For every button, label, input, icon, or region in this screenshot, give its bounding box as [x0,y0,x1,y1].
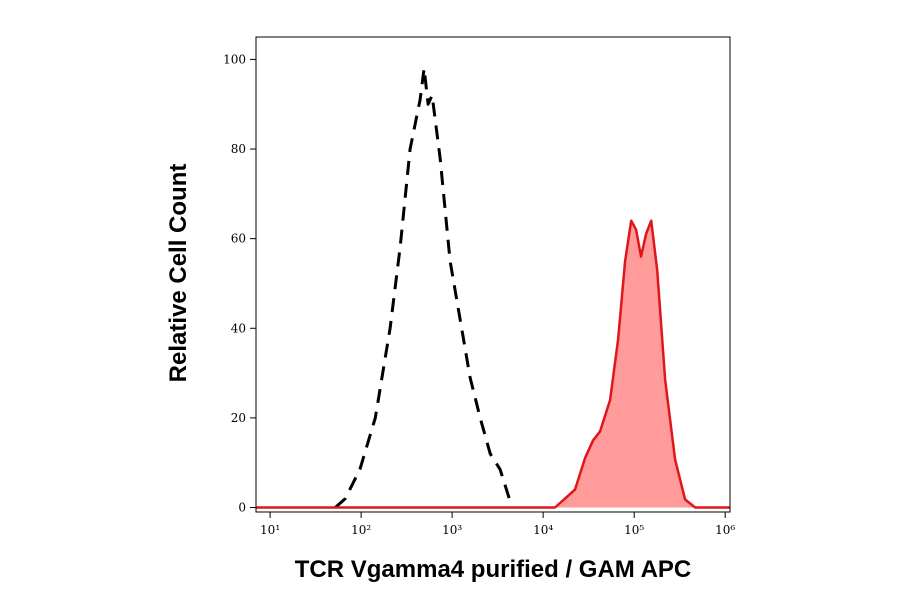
x-tick-label: 10⁵ [624,523,644,537]
y-tick-label: 60 [231,232,246,246]
histogram-line [334,66,514,509]
histogram-line [256,219,730,509]
x-tick-label: 10¹ [260,523,280,537]
x-tick-label: 10⁴ [533,523,553,537]
histogram-area [256,220,730,508]
x-tick-label: 10² [351,523,371,537]
x-axis-label: TCR Vgamma4 purified / GAM APC [295,556,692,583]
y-tick-label: 20 [231,411,246,425]
y-tick-label: 0 [238,501,246,515]
y-axis-label: Relative Cell Count [165,164,192,383]
x-tick-label: 10⁶ [715,523,735,537]
x-tick-label: 10³ [442,523,462,537]
y-tick-label: 40 [231,321,246,335]
plot-frame [255,36,731,513]
y-tick-label: 80 [231,142,246,156]
y-tick-label: 100 [223,52,246,66]
